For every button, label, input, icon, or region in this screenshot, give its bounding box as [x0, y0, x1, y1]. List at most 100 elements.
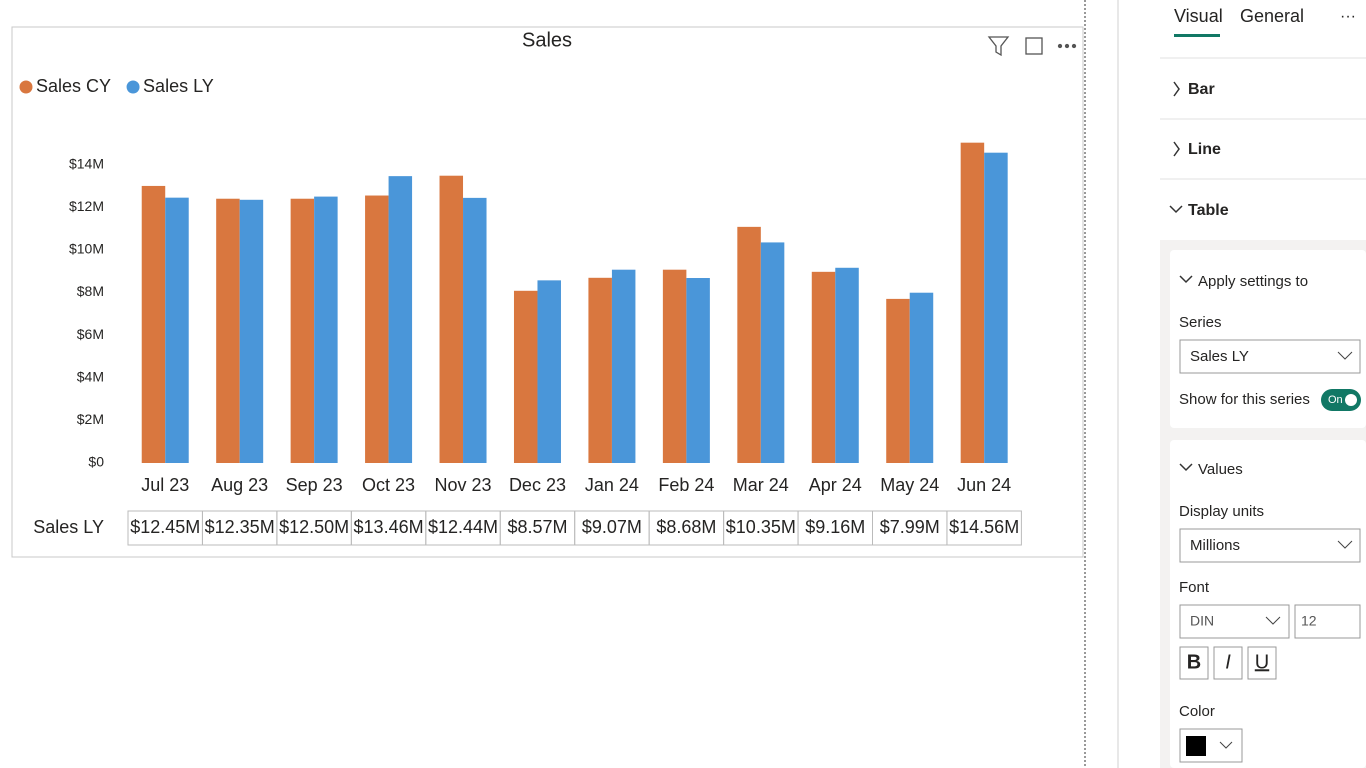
data-label: $8.68M: [656, 517, 716, 537]
chevron: [1179, 275, 1193, 284]
x-tick-label: May 24: [880, 475, 939, 495]
dropdown-arrow: [1265, 616, 1281, 625]
data-label: $14.56M: [949, 517, 1019, 537]
focus-icon[interactable]: [1025, 37, 1043, 55]
bar: [314, 196, 338, 463]
underline-label: U: [1255, 651, 1269, 673]
y-tick-label: $2M: [77, 411, 104, 427]
table-cell: [946, 510, 1022, 546]
bar: [588, 277, 612, 463]
dropdown-value: DIN: [1190, 613, 1214, 629]
more-icon: [1071, 43, 1077, 49]
legend-marker: [19, 80, 33, 94]
legend-marker: [126, 80, 140, 94]
x-tick-label: Jul 23: [141, 475, 189, 495]
color-swatch: [1186, 736, 1206, 756]
y-tick-label: $4M: [77, 368, 104, 384]
italic-button[interactable]: [1213, 646, 1243, 680]
bar: [611, 269, 636, 463]
dropdown-value: Millions: [1190, 537, 1240, 554]
bar: [984, 152, 1008, 463]
data-label: $12.35M: [205, 517, 275, 537]
legend-label: Sales CY: [36, 76, 111, 96]
bold-button[interactable]: [1179, 646, 1209, 680]
toggle-label: On: [1328, 394, 1343, 406]
section[interactable]: Bar: [1188, 81, 1215, 98]
filter-icon[interactable]: [987, 36, 1010, 57]
card-title[interactable]: Values: [1198, 461, 1243, 478]
bar: [365, 195, 389, 463]
data-label: $7.99M: [880, 517, 940, 537]
bar: [835, 267, 859, 463]
data-label: $13.46M: [354, 517, 424, 537]
table-row-label: Sales LY: [33, 517, 104, 537]
dropdown[interactable]: [1179, 339, 1361, 374]
field-label: Show for this series: [1179, 391, 1310, 408]
bar: [290, 198, 315, 463]
x-tick-label: Mar 24: [733, 475, 789, 495]
dropdown-arrow: [1219, 741, 1233, 749]
bar: [513, 290, 538, 463]
data-label: $9.16M: [805, 517, 865, 537]
bar: [886, 298, 910, 463]
tab-underline: [1174, 34, 1220, 37]
card-title[interactable]: Apply settings to: [1198, 273, 1308, 290]
bar: [537, 280, 561, 463]
chart-title: Sales: [522, 29, 572, 51]
tab[interactable]: Visual: [1174, 6, 1223, 26]
chevron: [1173, 141, 1180, 157]
chevron: [1173, 81, 1180, 97]
y-tick-label: $6M: [77, 326, 104, 342]
color-picker[interactable]: [1179, 728, 1243, 763]
data-label: $12.50M: [279, 517, 349, 537]
bar: [439, 175, 464, 463]
chevron: [1169, 205, 1183, 214]
field-label: Color: [1179, 703, 1215, 720]
bar: [909, 292, 934, 463]
legend-label: Sales LY: [143, 76, 214, 96]
x-tick-label: Nov 23: [435, 475, 492, 495]
bold-label: B: [1187, 651, 1201, 673]
x-tick-label: Apr 24: [809, 475, 862, 495]
bar: [960, 142, 985, 463]
more-icon[interactable]: [1057, 43, 1063, 49]
x-tick-label: Feb 24: [658, 475, 714, 495]
y-tick-label: $8M: [77, 283, 104, 299]
section[interactable]: Line: [1188, 141, 1221, 158]
dropdown[interactable]: [1179, 528, 1361, 563]
tab[interactable]: General: [1240, 6, 1304, 26]
visual-icons[interactable]: [987, 36, 1077, 57]
data-label: $12.45M: [130, 517, 200, 537]
bar: [239, 199, 264, 463]
spin-box[interactable]: [1294, 604, 1361, 639]
y-tick-label: $14M: [69, 155, 104, 171]
card: [1170, 440, 1366, 768]
x-tick-label: Sep 23: [286, 475, 343, 495]
more-button[interactable]: ···: [1340, 8, 1356, 25]
x-tick-label: Jan 24: [585, 475, 639, 495]
bar: [165, 197, 189, 464]
data-label: $10.35M: [726, 517, 796, 537]
italic-label: I: [1225, 651, 1231, 673]
spin-value: 12: [1301, 613, 1317, 629]
card: [1170, 250, 1366, 428]
chevron: [1179, 463, 1193, 472]
bar: [388, 176, 413, 464]
y-tick-label: $12M: [69, 198, 104, 214]
field-label: Font: [1179, 579, 1210, 596]
data-label: $12.44M: [428, 517, 498, 537]
field-label: Display units: [1179, 503, 1264, 520]
data-label: $9.07M: [582, 517, 642, 537]
visual-frame[interactable]: [11, 26, 1084, 558]
y-tick-label: $10M: [69, 241, 104, 257]
underline-button[interactable]: [1247, 646, 1277, 680]
x-tick-label: Jun 24: [957, 475, 1011, 495]
x-tick-label: Aug 23: [211, 475, 268, 495]
dropdown-arrow: [1337, 540, 1353, 549]
data-label: $8.57M: [507, 517, 567, 537]
bar: [686, 278, 710, 463]
section[interactable]: Table: [1188, 202, 1229, 219]
y-tick-label: $0: [88, 454, 104, 470]
bar: [760, 242, 785, 463]
